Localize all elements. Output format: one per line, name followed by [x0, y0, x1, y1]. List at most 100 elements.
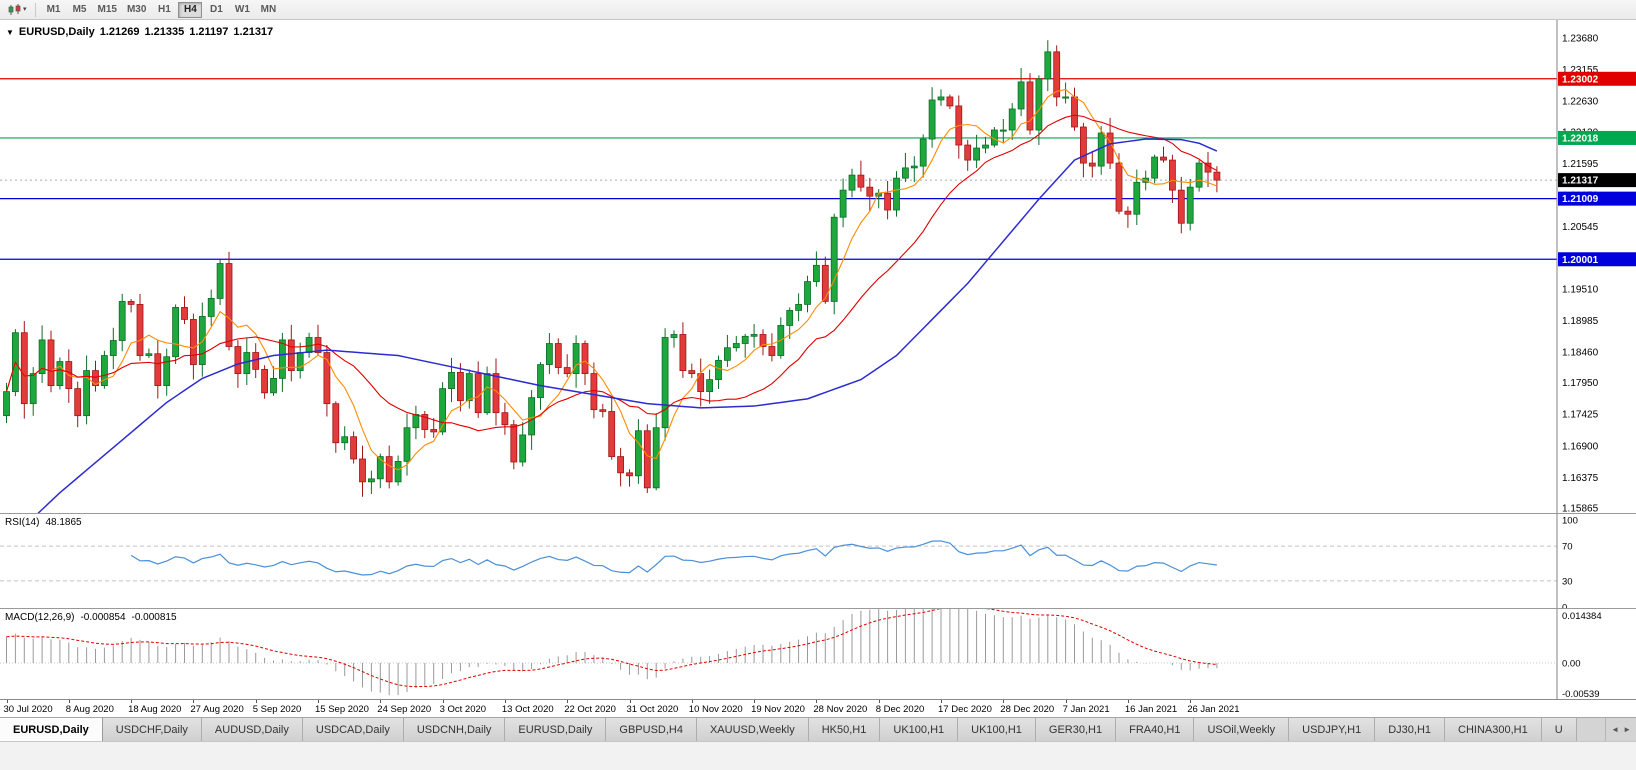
horizontal-lines	[0, 78, 1557, 260]
price-tick-label: 1.22630	[1562, 97, 1599, 108]
time-axis-tick	[1127, 700, 1129, 703]
svg-text:1.21317: 1.21317	[1562, 176, 1599, 187]
chart-tab[interactable]: HK50,H1	[808, 718, 881, 741]
time-axis-label: 16 Jan 2021	[1124, 704, 1178, 715]
time-axis-tick	[380, 700, 382, 703]
time-axis-label: 8 Dec 2020	[875, 704, 925, 715]
tab-scroll-left-icon[interactable]: ◄	[1611, 725, 1620, 734]
svg-text:1.20001: 1.20001	[1562, 255, 1599, 266]
chart-tab[interactable]: USDCAD,Daily	[302, 718, 404, 741]
chart-tab[interactable]: DJ30,H1	[1375, 718, 1446, 741]
timeframe-button-MN[interactable]: MN	[256, 2, 280, 18]
chart-tab[interactable]: U	[1541, 718, 1577, 741]
price-chart-panel: 1.236801.231551.226301.221201.215951.210…	[0, 20, 1636, 513]
time-axis-label: 18 Aug 2020	[128, 704, 182, 715]
time-axis[interactable]: 30 Jul 2020 8 Aug 2020 18 Aug 2020 27 Aug 2…	[0, 699, 1636, 717]
rsi-scale-label: 100	[1562, 516, 1578, 527]
hline-price-box	[1558, 252, 1636, 267]
macd-main-value: -0.000854	[80, 612, 126, 623]
symbol-dropdown-icon[interactable]: ▼	[6, 27, 14, 37]
status-bar	[0, 741, 1636, 770]
rsi-canvas[interactable]: 100 70 30 0	[0, 514, 1636, 608]
svg-text:1.23002: 1.23002	[1562, 74, 1599, 85]
svg-text:1.21009: 1.21009	[1562, 194, 1599, 205]
timeframe-button-M30[interactable]: M30	[123, 2, 150, 18]
chart-tab[interactable]: EURUSD,Daily	[505, 718, 607, 741]
time-axis-tick	[255, 700, 257, 703]
rsi-label: RSI(14) 48.1865	[5, 517, 82, 528]
timeframe-button-M15[interactable]: M15	[94, 2, 121, 18]
timeframe-toolbar: ▾ M1 M5 M15 M30 H1 H4 D1 W1 MN	[0, 0, 1636, 20]
price-scale: 1.236801.231551.226301.221201.215951.210…	[1556, 20, 1636, 513]
timeframe-button-D1[interactable]: D1	[204, 2, 228, 18]
timeframe-button-M1[interactable]: M1	[42, 2, 66, 18]
timeframe-button-W1[interactable]: W1	[230, 2, 254, 18]
time-axis-label: 26 Jan 2021	[1187, 704, 1240, 715]
chart-tab[interactable]: GER30,H1	[1035, 718, 1117, 741]
candlestick-chart-icon	[8, 3, 21, 15]
time-axis-tick	[941, 700, 942, 703]
price-tick-label: 1.19510	[1562, 284, 1599, 295]
chart-tab[interactable]: USDCHF,Daily	[102, 718, 202, 741]
time-axis-tick	[318, 700, 319, 703]
chart-tab[interactable]: UK100,H1	[958, 718, 1036, 741]
macd-name: MACD(12,26,9)	[5, 612, 75, 623]
rsi-line	[130, 540, 1217, 576]
chart-tab[interactable]: USDCNH,Daily	[403, 718, 506, 741]
time-axis-label: 10 Nov 2020	[688, 704, 743, 715]
price-tick-label: 1.23680	[1562, 34, 1599, 45]
time-axis-label: 17 Dec 2020	[938, 704, 992, 715]
time-axis-label: 3 Oct 2020	[439, 704, 487, 715]
time-axis-tick	[68, 700, 70, 703]
chart-tab[interactable]: UK100,H1	[880, 718, 959, 741]
chart-tab[interactable]: USOil,Weekly	[1194, 718, 1290, 741]
rsi-value: 48.1865	[45, 517, 82, 528]
chart-tabs: EURUSD,Daily USDCHF,Daily AUDUSD,Daily USDC…	[0, 718, 1605, 741]
time-axis-label: 28 Dec 2020	[1000, 704, 1055, 715]
tab-scroll-right-icon[interactable]: ►	[1623, 725, 1631, 734]
macd-canvas[interactable]: 0.014384 0.00 -0.00539	[0, 609, 1636, 699]
time-axis-tick	[1190, 700, 1192, 703]
price-tick-label: 1.16375	[1562, 473, 1599, 484]
chart-tab[interactable]: AUDUSD,Daily	[201, 718, 303, 741]
time-axis-label: 31 Oct 2020	[626, 704, 679, 715]
macd-histogram	[6, 609, 1218, 696]
rsi-scale-label: 30	[1562, 576, 1573, 587]
chart-tab[interactable]: XAUUSD,Weekly	[696, 718, 809, 741]
rsi-indicator-panel: 100 70 30 0 RSI(14) 48.1865	[0, 513, 1636, 608]
timeframe-button-M5[interactable]: M5	[68, 2, 92, 18]
timeframe-button-H1[interactable]: H1	[152, 2, 176, 18]
chart-type-button[interactable]: ▾	[4, 2, 31, 18]
time-axis-label: 8 Aug 2020	[65, 704, 114, 715]
ohlc-high: 1.21335	[144, 26, 185, 38]
time-axis-label: 13 Oct 2020	[501, 704, 554, 715]
time-axis-label: 15 Sep 2020	[315, 704, 369, 715]
hline-price-box	[1558, 130, 1636, 145]
macd-scale-label: 0.00	[1562, 659, 1581, 670]
chart-tab[interactable]: USDJPY,H1	[1289, 718, 1376, 741]
chart-tab[interactable]: CHINA300,H1	[1445, 718, 1542, 741]
time-axis-tick	[1065, 700, 1067, 703]
timeframe-button-group: M1 M5 M15 M30 H1 H4 D1 W1 MN	[42, 1, 281, 18]
time-axis-tick	[754, 700, 756, 703]
main-chart-canvas[interactable]: 1.236801.231551.226301.221201.215951.210…	[0, 20, 1636, 513]
time-axis-tick	[816, 700, 818, 703]
chart-tab[interactable]: GBPUSD,H4	[606, 718, 697, 741]
ohlc-close: 1.21317	[233, 26, 274, 38]
price-tick-label: 1.18985	[1562, 316, 1599, 327]
time-axis-tick	[1003, 700, 1005, 703]
timeframe-button-H4[interactable]: H4	[178, 1, 203, 18]
time-axis-tick	[504, 700, 506, 703]
time-axis-tick	[691, 700, 693, 703]
hline-price-box	[1558, 191, 1636, 206]
chart-tab[interactable]: FRA40,H1	[1116, 718, 1195, 741]
time-axis-tick	[878, 700, 880, 703]
chart-tab[interactable]: EURUSD,Daily	[0, 718, 103, 741]
hline-price-box	[1558, 71, 1636, 86]
rsi-name: RSI(14)	[5, 517, 40, 528]
macd-scale-label: 0.014384	[1562, 611, 1602, 622]
price-tick-label: 1.18460	[1562, 347, 1599, 358]
ohlc-low: 1.21197	[189, 26, 229, 38]
time-axis-label: 19 Nov 2020	[751, 704, 805, 715]
